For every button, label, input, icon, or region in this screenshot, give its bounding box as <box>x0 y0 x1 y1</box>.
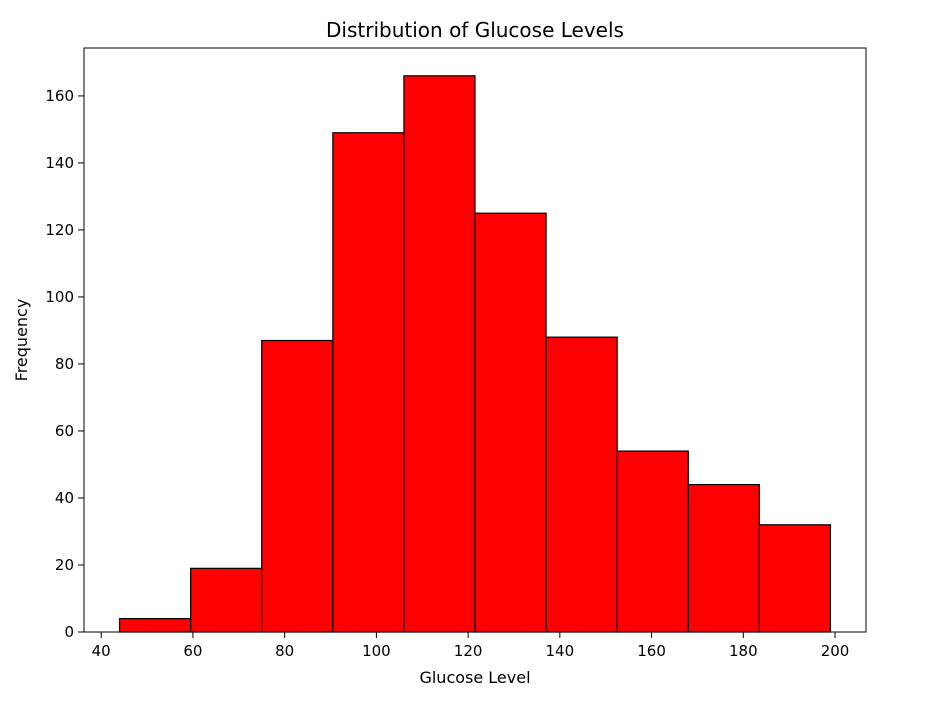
x-tick-label: 40 <box>92 642 111 660</box>
y-axis-label: Frequency <box>12 299 31 382</box>
histogram-bar <box>758 524 832 633</box>
x-axis-label: Glucose Level <box>419 668 530 687</box>
histogram-bar <box>261 339 334 633</box>
y-tick-label: 60 <box>55 422 74 440</box>
y-tick-label: 140 <box>45 154 74 172</box>
histogram-bar <box>118 617 192 633</box>
bars-group <box>118 75 832 633</box>
histogram-bar <box>616 450 689 633</box>
histogram-bar <box>332 132 405 633</box>
histogram-bar <box>190 567 263 633</box>
x-tick-label: 160 <box>637 642 666 660</box>
x-tick-label: 180 <box>729 642 758 660</box>
x-tick-label: 60 <box>183 642 202 660</box>
histogram-bar <box>545 336 618 633</box>
histogram-bar <box>474 212 547 633</box>
y-tick-label: 40 <box>55 489 74 507</box>
chart-title: Distribution of Glucose Levels <box>326 18 624 42</box>
x-tick-label: 80 <box>275 642 294 660</box>
x-tick-label: 200 <box>821 642 850 660</box>
y-tick-label: 80 <box>55 355 74 373</box>
histogram-bar <box>403 75 476 633</box>
x-axis-ticks: 40 60 80 100 120 140 160 180 200 <box>92 632 850 660</box>
x-tick-label: 120 <box>454 642 483 660</box>
x-tick-label: 100 <box>362 642 391 660</box>
y-axis-ticks: 0 20 40 60 80 100 120 140 160 <box>45 87 84 641</box>
y-tick-label: 100 <box>45 288 74 306</box>
x-tick-label: 140 <box>546 642 575 660</box>
y-tick-label: 160 <box>45 87 74 105</box>
y-tick-label: 0 <box>64 623 74 641</box>
histogram-bar <box>687 483 760 633</box>
y-tick-label: 20 <box>55 556 74 574</box>
plot-frame <box>83 47 867 633</box>
y-tick-label: 120 <box>45 221 74 239</box>
